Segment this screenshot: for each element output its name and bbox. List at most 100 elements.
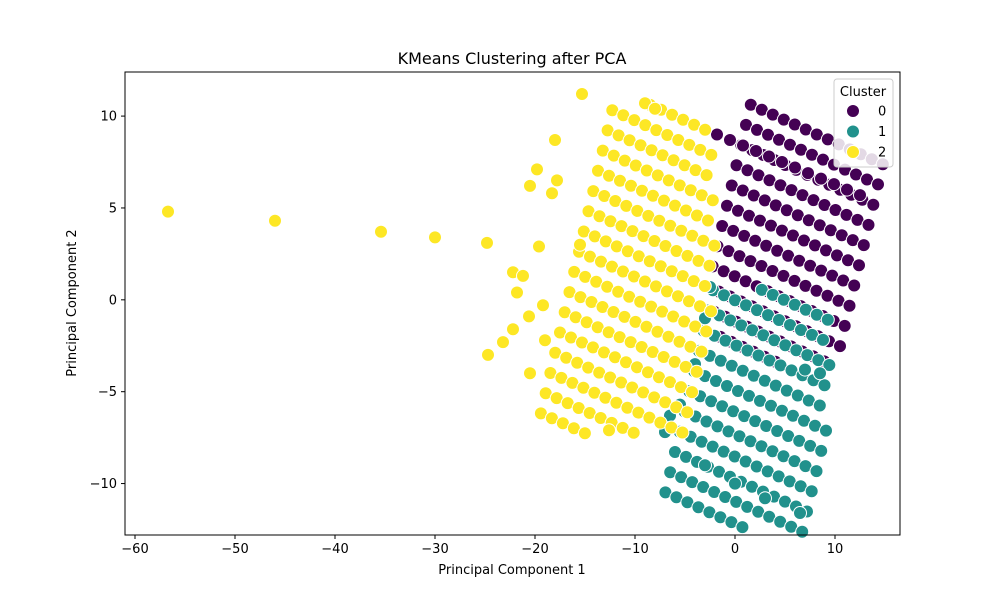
- cluster-2-point: [699, 324, 714, 339]
- cluster-0-point: [775, 155, 789, 169]
- cluster-2-point: [699, 168, 714, 183]
- cluster-2-point: [536, 298, 550, 313]
- x-tick-label: −50: [221, 542, 248, 557]
- cluster-2-point: [702, 258, 717, 273]
- cluster-1-point: [816, 332, 830, 347]
- x-axis-label: Principal Component 1: [438, 563, 585, 578]
- cluster-0-point: [853, 188, 867, 203]
- cluster-1-point: [798, 362, 812, 377]
- legend-label-2: 2: [878, 146, 886, 161]
- cluster-2-point: [548, 133, 562, 147]
- points-layer: [161, 87, 890, 539]
- cluster-1-point: [822, 358, 837, 372]
- cluster-2-point: [675, 425, 690, 440]
- cluster-2-point: [481, 347, 495, 362]
- cluster-0-point: [801, 166, 815, 181]
- cluster-2-point: [573, 237, 587, 252]
- cluster-0-point: [710, 127, 724, 142]
- cluster-2-point: [575, 87, 589, 101]
- cluster-1-point: [728, 476, 742, 491]
- cluster-0-point: [866, 197, 881, 212]
- cluster-0-point: [840, 182, 854, 197]
- cluster-2-point: [626, 425, 641, 440]
- legend-marker-1: [846, 124, 860, 139]
- cluster-0-point: [847, 278, 862, 293]
- cluster-0-point: [856, 238, 871, 253]
- cluster-1-point: [758, 491, 772, 506]
- cluster-2-point: [506, 322, 520, 337]
- cluster-2-point: [374, 224, 388, 239]
- cluster-0-point: [871, 177, 885, 192]
- y-tick-label: −5: [98, 385, 117, 400]
- cluster-2-point: [704, 147, 719, 162]
- cluster-2-point: [522, 309, 536, 324]
- cluster-2-point: [577, 426, 592, 441]
- cluster-2-point: [685, 385, 699, 400]
- cluster-1-point: [814, 443, 829, 458]
- cluster-2-point: [707, 238, 722, 253]
- cluster-2-point: [523, 366, 537, 381]
- cluster-1-point: [809, 464, 824, 479]
- legend-marker-0: [846, 104, 860, 118]
- cluster-2-point: [697, 279, 712, 293]
- cluster-0-point: [749, 144, 763, 158]
- cluster-1-point: [812, 398, 827, 413]
- cluster-0-point: [723, 133, 737, 147]
- plot-frame: [124, 71, 901, 536]
- cluster-1-point: [795, 524, 810, 539]
- legend-label-0: 0: [878, 105, 886, 120]
- cluster-0-point: [788, 160, 802, 175]
- x-tick-label: −60: [121, 542, 148, 557]
- cluster-2-point: [268, 213, 282, 228]
- cluster-2-point: [689, 364, 704, 379]
- cluster-1-point: [820, 312, 835, 327]
- cluster-2-point: [648, 101, 662, 116]
- cluster-0-point: [852, 258, 866, 273]
- cluster-2-point: [680, 405, 695, 420]
- cluster-2-point: [698, 122, 713, 137]
- y-axis-label: Principal Component 2: [65, 229, 80, 376]
- x-tick-label: −30: [421, 542, 448, 557]
- x-axis: −60 −50 −40 −30 −20 −10 0 10: [121, 535, 843, 557]
- y-tick-label: 0: [109, 293, 117, 308]
- cluster-2-point: [530, 162, 544, 177]
- y-tick-label: 5: [109, 201, 117, 216]
- cluster-0-point: [861, 217, 876, 232]
- x-tick-label: −10: [621, 542, 648, 557]
- legend-box: [833, 78, 894, 168]
- x-tick-label: 0: [731, 542, 739, 557]
- cluster-1-point: [813, 366, 827, 381]
- cluster-1-point: [817, 378, 832, 393]
- cluster-2-point: [428, 230, 442, 245]
- legend: Cluster 0 1 2: [833, 78, 894, 168]
- cluster-1-point: [698, 458, 712, 473]
- cluster-0-point: [814, 171, 828, 186]
- x-tick-label: −40: [321, 542, 348, 557]
- cluster-2-point: [496, 335, 510, 350]
- cluster-1-point: [804, 484, 819, 499]
- cluster-2-point: [545, 186, 559, 201]
- cluster-2-point: [523, 178, 537, 193]
- y-tick-label: −10: [90, 477, 117, 492]
- cluster-0-point: [842, 298, 857, 313]
- x-tick-label: 10: [827, 542, 844, 557]
- cluster-2-point: [602, 423, 616, 438]
- cluster-2-point: [694, 344, 709, 359]
- legend-marker-2: [846, 145, 860, 159]
- cluster-1-point: [735, 520, 750, 535]
- cluster-1-point: [819, 423, 833, 438]
- cluster-2-point: [538, 333, 552, 348]
- cluster-0-point: [827, 177, 841, 192]
- cluster-2-point: [510, 285, 524, 300]
- cluster-0-point: [837, 318, 852, 333]
- legend-title: Cluster: [840, 85, 887, 100]
- cluster-2-point: [705, 193, 720, 208]
- legend-label-1: 1: [878, 125, 886, 140]
- cluster-2-point: [704, 304, 718, 319]
- cluster-0-point: [762, 149, 776, 164]
- chart-title: KMeans Clustering after PCA: [398, 49, 627, 68]
- x-tick-label: −20: [521, 542, 548, 557]
- cluster-1-point: [793, 506, 807, 520]
- cluster-2-point: [516, 268, 530, 283]
- cluster-2-point: [161, 204, 175, 219]
